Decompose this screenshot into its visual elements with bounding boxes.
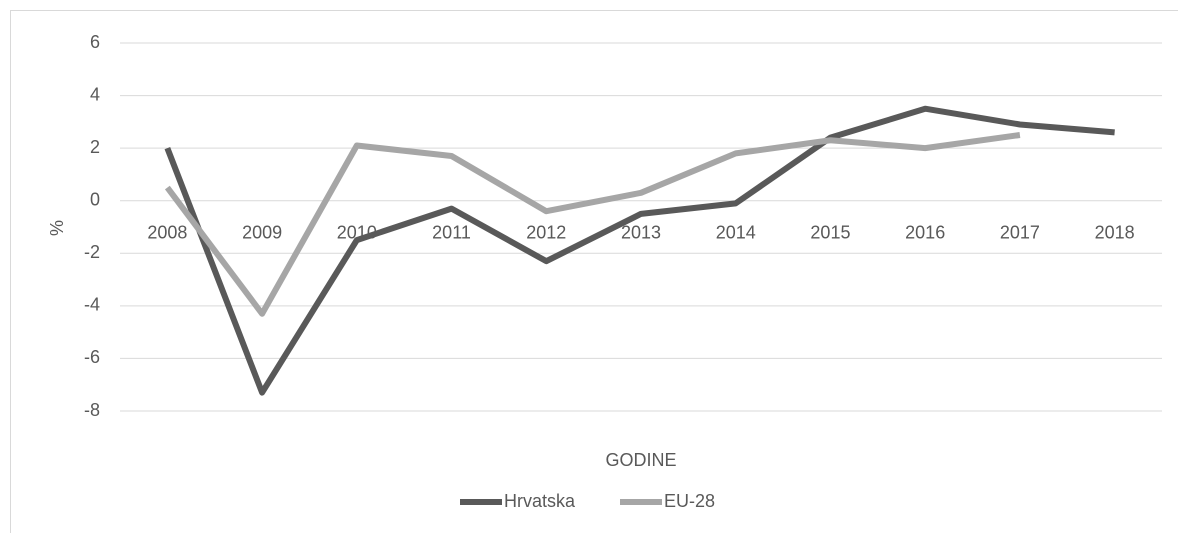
x-tick-label: 2016 [905,222,945,242]
y-axis-label: % [47,220,67,236]
x-axis-label: GODINE [605,450,676,470]
x-tick-label: 2015 [810,222,850,242]
y-tick-label: -8 [84,400,100,420]
series-line [164,132,1021,317]
chart-frame [10,10,1178,533]
y-tick-label: -6 [84,347,100,367]
y-tick-label: -4 [84,295,100,315]
x-tick-label: 2018 [1095,222,1135,242]
x-tick-label: 2013 [621,222,661,242]
x-tick-label: 2008 [147,222,187,242]
x-tick-label: 2012 [526,222,566,242]
y-tick-label: 4 [90,84,100,104]
x-tick-label: 2009 [242,222,282,242]
x-tick-label: 2017 [1000,222,1040,242]
legend-label: EU-28 [664,491,715,511]
y-tick-label: 2 [90,137,100,157]
y-tick-label: 0 [90,189,100,209]
x-tick-label: 2014 [716,222,756,242]
y-tick-label: -2 [84,242,100,262]
x-tick-label: 2011 [432,222,471,242]
y-tick-label: 6 [90,32,100,52]
legend-label: Hrvatska [504,491,576,511]
series-line [164,105,1115,396]
